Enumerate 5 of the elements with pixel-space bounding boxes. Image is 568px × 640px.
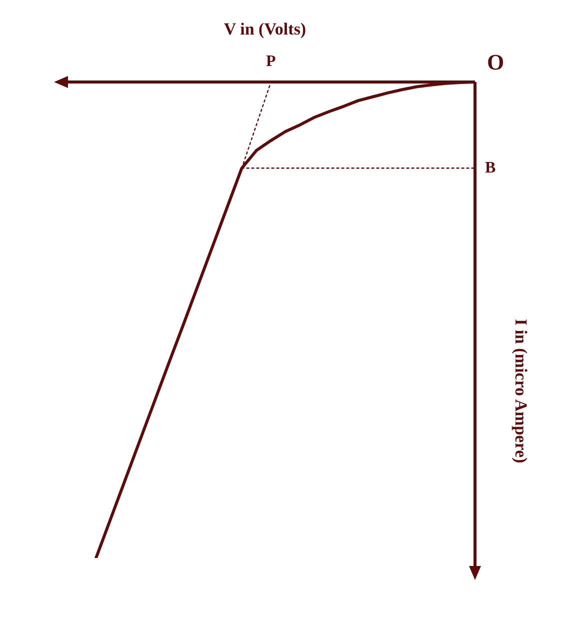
- x-axis-title: V in (Volts): [224, 19, 306, 38]
- y-axis-title: I in (micro Ampere): [512, 318, 531, 464]
- text: O: [487, 50, 504, 75]
- series-label: B: [485, 159, 496, 176]
- series-label: P: [266, 53, 276, 70]
